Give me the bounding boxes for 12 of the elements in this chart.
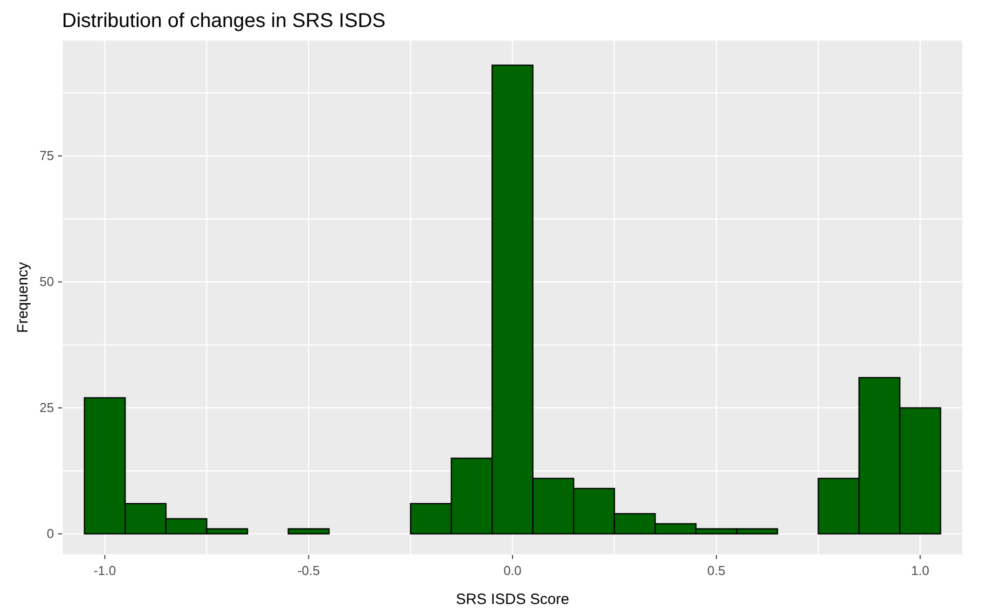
y-tick-label: 0 [46,526,54,541]
y-tick-label: 50 [40,274,54,289]
chart-title: Distribution of changes in SRS ISDS [61,9,386,34]
y-tick-label: 75 [40,148,54,163]
x-tick-label: -1.0 [94,563,116,578]
x-tick-label: 0.0 [503,563,522,578]
x-tick-label: 0.5 [707,563,726,578]
x-axis-title: SRS ISDS Score [456,591,570,608]
y-axis-title: Frequency [14,262,32,333]
y-tick-label: 25 [40,400,54,415]
x-tick-label: 1.0 [911,563,930,578]
x-tick-label: -0.5 [297,563,320,578]
